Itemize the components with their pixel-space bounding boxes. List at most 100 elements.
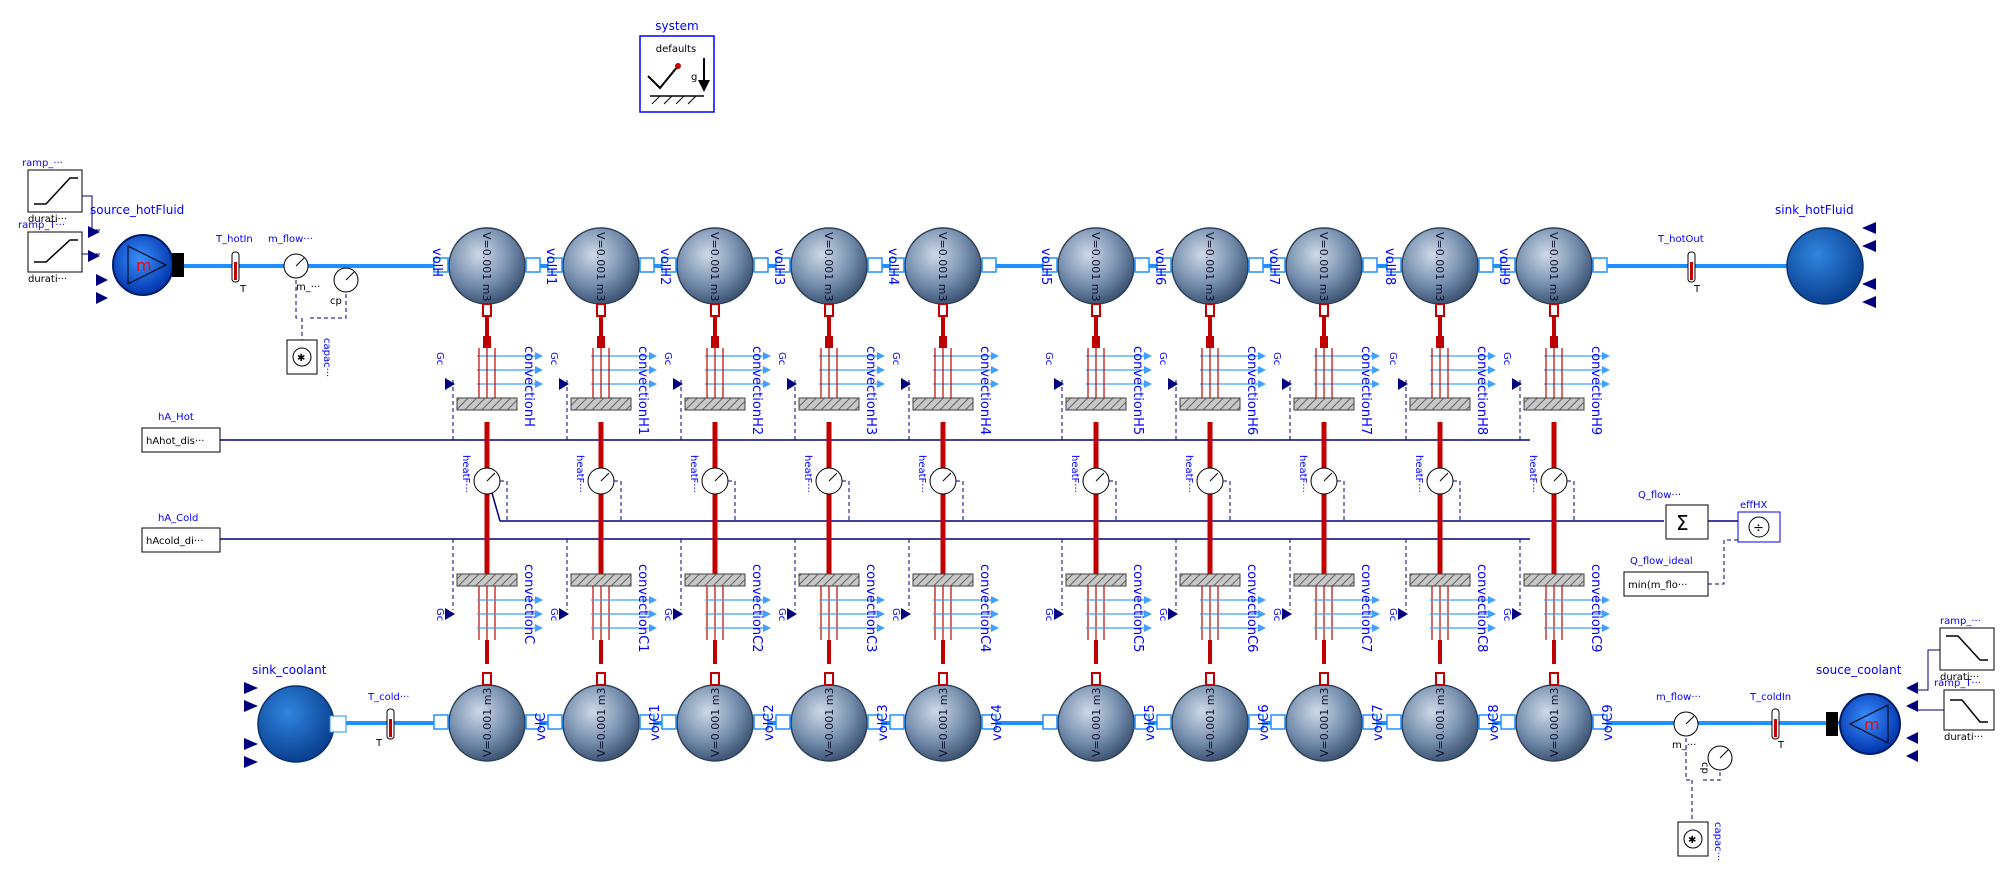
hot-temp-in-sensor[interactable]: T_hotIn T	[215, 234, 253, 295]
cold-temp-in-port: T	[1777, 740, 1785, 751]
convection-hot-5[interactable]: Gc convectionH5	[1043, 346, 1152, 435]
convection-hot-9[interactable]: Gc convectionH9	[1501, 346, 1610, 435]
hot-ramp-1[interactable]: ramp_··· durati···	[22, 158, 83, 225]
convection-cold-wrap-5: Gc convectionC5	[1043, 564, 1152, 652]
volume-label-hot-1: volH1	[543, 248, 558, 285]
convection-hot-0[interactable]: Gc convectionH	[434, 346, 543, 427]
volume-hot-7[interactable]: V=0.001 m3 volH7	[1266, 227, 1378, 317]
convection-hot-6[interactable]: Gc convectionH6	[1157, 346, 1266, 435]
cold-capacity-star-icon: ✱	[1688, 835, 1696, 846]
volume-cold-1[interactable]: V=0.001 m3 volC1	[547, 672, 663, 762]
volume-hot-8[interactable]: V=0.001 m3 volH8	[1382, 227, 1494, 317]
hA-hot-block[interactable]: hA_Hot hAhot_dis···	[141, 412, 221, 453]
convection-hot-2[interactable]: Gc convectionH2	[662, 346, 771, 435]
conductance-input-icon	[1054, 608, 1064, 620]
conductance-label-hot-1: Gc	[548, 352, 559, 365]
hot-mflow-sensor[interactable]: m_flow··· m_···	[268, 234, 320, 293]
cold-cp-sensor[interactable]: cp	[1699, 745, 1733, 774]
cold-mflow-sensor[interactable]: m_flow··· m_···	[1656, 692, 1701, 751]
volume-label-cold-2: volC2	[762, 704, 777, 741]
convection-label-cold-4: convectionC4	[977, 564, 992, 652]
volume-label-cold-8: volC8	[1487, 704, 1502, 741]
heatflow-sensor-8[interactable]: heatF···	[1413, 455, 1461, 521]
volume-label-cold-1: volC1	[648, 704, 663, 741]
hot-capacity-label: capac···	[321, 338, 332, 377]
volume-cold-6[interactable]: V=0.001 m3 volC6	[1156, 672, 1272, 762]
hot-temp-out-sensor[interactable]: T_hotOut T	[1657, 234, 1704, 295]
hot-temp-out-label: T_hotOut	[1657, 234, 1704, 245]
hx-cell-5: V=0.001 m3 volH5 Gc convectionH5 heatF··· Gc c…	[1038, 227, 1158, 762]
hot-temp-in-port: T	[239, 284, 247, 295]
cold-ramp-1-label: ramp_···	[1940, 616, 1981, 627]
volume-cold-0[interactable]: V=0.001 m3 volC	[433, 672, 549, 762]
volume-hot-5[interactable]: V=0.001 m3 volH5	[1038, 227, 1150, 317]
cold-temp-in-sensor[interactable]: T_coldIn T	[1749, 692, 1791, 751]
heatflow-sensor-9[interactable]: heatF···	[1527, 455, 1575, 521]
convection-label-hot-3: convectionH3	[863, 346, 878, 435]
convection-cold-wrap-7: Gc convectionC7	[1271, 564, 1380, 652]
volume-hot-1[interactable]: V=0.001 m3 volH1	[543, 227, 655, 317]
hot-sink-boundary[interactable]: sink_hotFluid	[1775, 203, 1876, 308]
volume-hot-3[interactable]: V=0.001 m3 volH3	[771, 227, 883, 317]
hx-cell-0: V=0.001 m3 volH Gc convectionH heatF··· Gc con…	[429, 227, 549, 762]
volume-param-cold-1: V=0.001 m3	[595, 688, 608, 757]
hot-source-pump[interactable]: source_hotFluid m	[90, 203, 184, 296]
cold-ramp-1[interactable]: ramp_··· durati···	[1939, 616, 1995, 683]
volume-cold-8[interactable]: V=0.001 m3 volC8	[1386, 672, 1502, 762]
cold-ramp-2[interactable]: ramp_T··· durati···	[1934, 678, 1995, 743]
volume-cold-2[interactable]: V=0.001 m3 volC2	[661, 672, 777, 762]
system-block[interactable]: system defaults g	[639, 19, 715, 113]
heatflow-sensor-6[interactable]: heatF···	[1183, 455, 1231, 521]
hot-capacity-block[interactable]: ✱ capac···	[286, 338, 332, 377]
heatflow-sensor-0[interactable]: heatF···	[460, 455, 508, 521]
hA-hot-label: hA_Hot	[158, 412, 194, 423]
volume-cold-5[interactable]: V=0.001 m3 volC5	[1042, 672, 1158, 762]
conductance-input-icon	[559, 608, 569, 620]
volume-cold-9[interactable]: V=0.001 m3 volC9	[1500, 672, 1616, 762]
heatflow-label-0: heatF···	[460, 455, 471, 493]
cold-sink-boundary[interactable]: sink_coolant	[244, 663, 347, 768]
hA-cold-block[interactable]: hA_Cold hAcold_di···	[141, 513, 221, 553]
convection-hot-1[interactable]: Gc convectionH1	[548, 346, 657, 435]
volume-param-cold-0: V=0.001 m3	[481, 688, 494, 757]
hot-ramp-2[interactable]: ramp_T··· durati···	[18, 220, 83, 285]
volume-cold-7[interactable]: V=0.001 m3 volC7	[1270, 672, 1386, 762]
volume-hot-0[interactable]: V=0.001 m3 volH	[429, 227, 541, 317]
cold-source-pump[interactable]: souce_coolant m	[1816, 663, 1918, 762]
volume-param-hot-4: V=0.001 m3	[936, 232, 949, 301]
conductance-input-icon	[901, 608, 911, 620]
volume-hot-9[interactable]: V=0.001 m3 volH9	[1496, 227, 1608, 317]
heatflow-label-6: heatF···	[1183, 455, 1194, 493]
conductance-label-cold-1: Gc	[548, 608, 559, 621]
volume-param-cold-2: V=0.001 m3	[709, 688, 722, 757]
qflow-ideal-block[interactable]: Q_flow_ideal min(m_flo···	[1623, 556, 1709, 597]
volume-param-hot-9: V=0.001 m3	[1547, 232, 1560, 301]
heatflow-label-8: heatF···	[1413, 455, 1424, 493]
hot-cp-sensor[interactable]: cp	[330, 267, 359, 307]
convection-hot-7[interactable]: Gc convectionH7	[1271, 346, 1380, 435]
volume-hot-6[interactable]: V=0.001 m3 volH6	[1152, 227, 1264, 317]
cold-temp-out-sensor[interactable]: T_cold··· T	[367, 692, 409, 749]
qflow-sum-block[interactable]: Q_flow··· Σ	[1638, 490, 1709, 540]
cold-capacity-block[interactable]: ✱ capac···	[1677, 821, 1723, 861]
heatflow-label-9: heatF···	[1527, 455, 1538, 493]
convection-hot-8[interactable]: Gc convectionH8	[1387, 346, 1496, 435]
convection-hot-4[interactable]: Gc convectionH4	[890, 346, 999, 435]
effHX-block[interactable]: effHX ÷	[1737, 500, 1781, 543]
hx-cell-6: V=0.001 m3 volH6 Gc convectionH6 heatF··· Gc c…	[1152, 227, 1272, 762]
conductance-label-cold-5: Gc	[1043, 608, 1054, 621]
convection-hot-3[interactable]: Gc convectionH3	[776, 346, 885, 435]
volume-param-hot-7: V=0.001 m3	[1317, 232, 1330, 301]
volume-hot-4[interactable]: V=0.001 m3 volH4	[885, 227, 997, 317]
heatflow-sensor-1[interactable]: heatF···	[574, 455, 622, 521]
heatflow-sensor-2[interactable]: heatF···	[688, 455, 736, 521]
heatflow-sensor-3[interactable]: heatF···	[802, 455, 850, 521]
heatflow-sensor-7[interactable]: heatF···	[1297, 455, 1345, 521]
heatflow-sensor-5[interactable]: heatF···	[1069, 455, 1117, 521]
volume-hot-2[interactable]: V=0.001 m3 volH2	[657, 227, 769, 317]
volume-cold-4[interactable]: V=0.001 m3 volC4	[889, 672, 1005, 762]
volume-cold-3[interactable]: V=0.001 m3 volC3	[775, 672, 891, 762]
cold-ramp-2-label: ramp_T···	[1934, 678, 1981, 689]
volume-param-cold-6: V=0.001 m3	[1204, 688, 1217, 757]
heatflow-sensor-4[interactable]: heatF···	[916, 455, 964, 521]
